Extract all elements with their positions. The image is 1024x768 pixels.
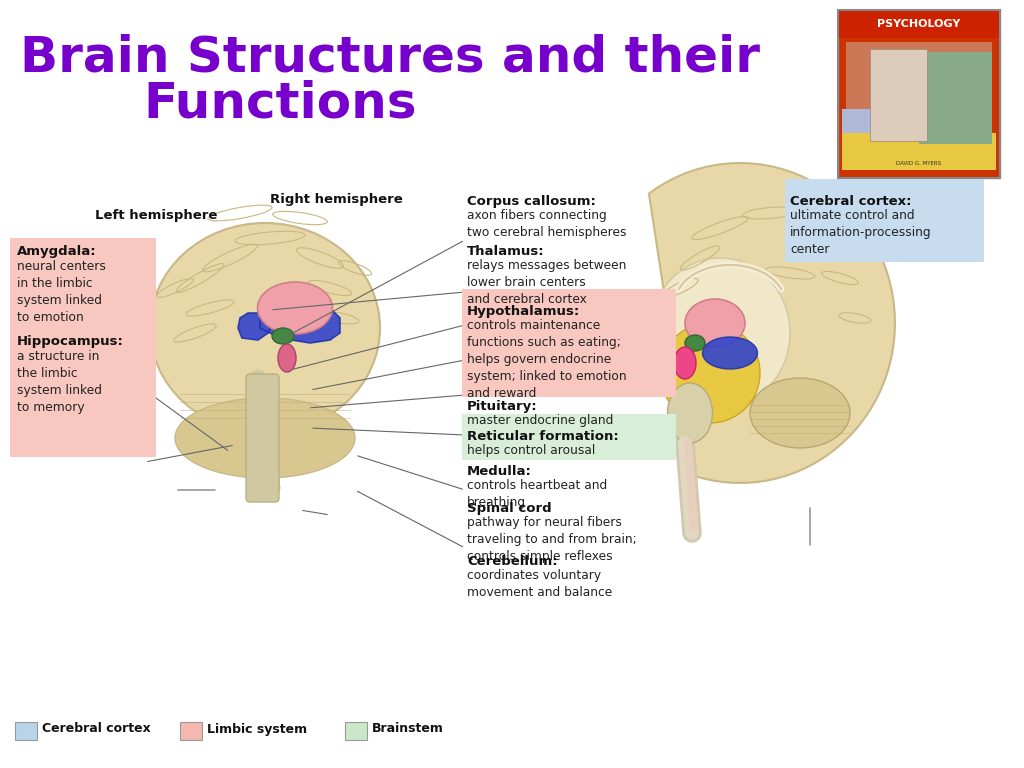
FancyBboxPatch shape (462, 289, 676, 397)
FancyBboxPatch shape (10, 238, 156, 457)
FancyBboxPatch shape (842, 109, 947, 168)
Text: a structure in
the limbic
system linked
to memory: a structure in the limbic system linked … (17, 350, 102, 414)
FancyBboxPatch shape (15, 722, 37, 740)
Text: Right hemisphere: Right hemisphere (270, 194, 402, 207)
FancyBboxPatch shape (838, 10, 1000, 38)
Text: Amygdala:: Amygdala: (17, 245, 96, 258)
Text: Hippocampus:: Hippocampus: (17, 335, 124, 348)
Text: Brainstem: Brainstem (372, 723, 443, 736)
Ellipse shape (650, 258, 790, 408)
FancyBboxPatch shape (246, 374, 279, 502)
Text: Functions: Functions (143, 79, 417, 127)
Ellipse shape (175, 398, 355, 478)
Ellipse shape (685, 299, 745, 347)
Text: Left hemisphere: Left hemisphere (95, 208, 217, 221)
Ellipse shape (660, 323, 760, 423)
Text: helps control arousal: helps control arousal (467, 444, 595, 457)
Ellipse shape (674, 347, 696, 379)
Polygon shape (238, 306, 340, 343)
FancyBboxPatch shape (838, 10, 1000, 178)
Ellipse shape (272, 328, 294, 344)
Text: Pituitary:: Pituitary: (467, 400, 538, 413)
FancyBboxPatch shape (919, 52, 992, 144)
Text: coordinates voluntary
movement and balance: coordinates voluntary movement and balan… (467, 569, 612, 599)
Text: Medulla:: Medulla: (467, 465, 531, 478)
FancyBboxPatch shape (846, 42, 992, 160)
Ellipse shape (150, 223, 380, 433)
Text: Thalamus:: Thalamus: (467, 245, 545, 258)
Text: neural centers
in the limbic
system linked
to emotion: neural centers in the limbic system link… (17, 260, 105, 324)
Text: Corpus callosum:: Corpus callosum: (467, 195, 596, 208)
Ellipse shape (668, 383, 713, 443)
Ellipse shape (750, 378, 850, 448)
Ellipse shape (685, 335, 705, 351)
Ellipse shape (702, 337, 758, 369)
Text: Spinal cord: Spinal cord (467, 502, 552, 515)
Text: Cerebral cortex: Cerebral cortex (42, 723, 151, 736)
Text: relays messages between
lower brain centers
and cerebral cortex: relays messages between lower brain cent… (467, 259, 627, 306)
Ellipse shape (257, 282, 333, 334)
FancyBboxPatch shape (180, 722, 202, 740)
FancyBboxPatch shape (785, 179, 984, 262)
Text: Cerebral cortex:: Cerebral cortex: (790, 195, 911, 208)
Text: Reticular formation:: Reticular formation: (467, 430, 618, 443)
Ellipse shape (278, 344, 296, 372)
FancyBboxPatch shape (870, 48, 927, 141)
FancyBboxPatch shape (345, 722, 367, 740)
Text: DAVID G. MYERS: DAVID G. MYERS (896, 161, 941, 166)
Text: Hypothalamus:: Hypothalamus: (467, 305, 581, 318)
Text: Limbic system: Limbic system (207, 723, 307, 736)
Text: controls heartbeat and
breathing: controls heartbeat and breathing (467, 479, 607, 509)
Text: PSYCHOLOGY: PSYCHOLOGY (878, 19, 961, 29)
Text: axon fibers connecting
two cerebral hemispheres: axon fibers connecting two cerebral hemi… (467, 209, 627, 239)
Text: pathway for neural fibers
traveling to and from brain;
controls simple reflexes: pathway for neural fibers traveling to a… (467, 516, 637, 563)
Polygon shape (649, 163, 895, 483)
Text: controls maintenance
functions such as eating;
helps govern endocrine
system; li: controls maintenance functions such as e… (467, 319, 627, 400)
FancyBboxPatch shape (462, 414, 676, 460)
FancyBboxPatch shape (842, 133, 996, 170)
Text: ultimate control and
information-processing
center: ultimate control and information-process… (790, 209, 932, 256)
Text: Cerebellum:: Cerebellum: (467, 555, 558, 568)
Text: master endocrine gland: master endocrine gland (467, 414, 613, 427)
Text: Brain Structures and their: Brain Structures and their (20, 34, 760, 82)
